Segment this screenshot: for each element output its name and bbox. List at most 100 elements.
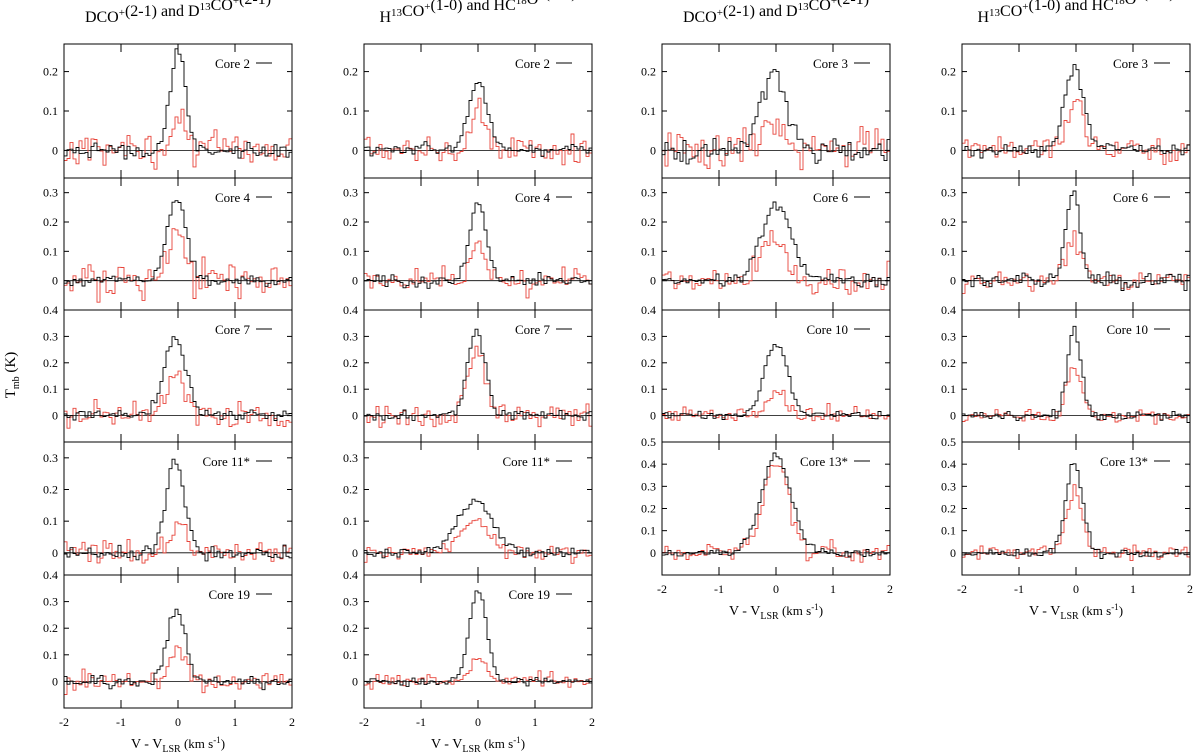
spectrum-panel: 0 0.1 0.2 0.3 Core 6 (941, 177, 1191, 311)
column-title-part: 18 (1114, 0, 1126, 7)
column-title-part: + (831, 0, 837, 7)
y-tick-label: 0 (352, 409, 358, 423)
y-tick-label: 0.4 (641, 303, 656, 317)
column-title: DCO+(2-1) and D13CO+(2-1) (85, 0, 271, 26)
y-tick-label: 0.3 (641, 479, 656, 493)
spectrum-panel: 0 0.1 0.2 0.3 0.4 Core 10 (641, 303, 891, 443)
y-tick-label: 0.1 (941, 104, 956, 118)
y-tick-label: 0 (52, 409, 58, 423)
isotopologue-spectrum (64, 370, 292, 429)
isotopologue-spectrum (64, 228, 292, 303)
column-title-part: (1-0) and HC (1028, 0, 1113, 14)
panel-frame (661, 441, 891, 576)
isotopologue-spectrum (662, 230, 890, 295)
column-title-part: (1-0) (545, 0, 577, 2)
x-tick-label: -1 (116, 715, 126, 729)
deuterated-spectrum (962, 463, 1190, 559)
deuterated-spectrum (962, 325, 1190, 423)
y-tick-label: 0.2 (343, 483, 358, 497)
column-title-part: CO (211, 0, 233, 14)
core-label: Core 6 (813, 190, 849, 205)
y-tick-label: 0.2 (641, 356, 656, 370)
column-title-part: 13 (798, 1, 810, 13)
spectrum-panel: 0 0.1 0.2 0.3 0.4 Core 10 (941, 303, 1191, 443)
core-label: Core 3 (813, 56, 848, 71)
column-title-part: (2-1) (837, 0, 869, 8)
x-axis-label: V - VLSR (km s-1) (131, 735, 225, 753)
deuterated-spectrum (364, 202, 592, 289)
deuterated-spectrum (662, 452, 890, 558)
y-tick-label: 0 (352, 274, 358, 288)
y-tick-label: 0.1 (343, 648, 358, 662)
x-axis-label-main: V - V (1029, 604, 1060, 619)
y-tick-label: 0.2 (941, 356, 956, 370)
column-title-part: + (1022, 1, 1028, 13)
x-axis-label-unit-end: ) (221, 736, 225, 751)
isotopologue-spectrum (962, 367, 1190, 425)
svg-text:Tmb (K): Tmb (K) (3, 352, 22, 399)
isotopologue-spectrum (662, 118, 890, 171)
y-tick-label: 0.1 (343, 514, 358, 528)
column-title-part: DCO (683, 9, 717, 26)
x-axis-label-unit-sup: -1 (513, 735, 521, 745)
core-label: Core 4 (215, 190, 251, 205)
deuterated-spectrum (962, 190, 1190, 291)
y-tick-label: 0.3 (43, 451, 58, 465)
x-axis-label: V - VLSR (km s-1) (1029, 602, 1123, 622)
y-tick-label: 0.3 (641, 186, 656, 200)
y-tick-label: 0.3 (941, 329, 956, 343)
y-tick-label: 0 (52, 546, 58, 560)
panel-frame (661, 309, 891, 443)
y-tick-label: 0.2 (343, 65, 358, 79)
core-label: Core 10 (806, 322, 848, 337)
column-title-part: (1-0) and HC (430, 0, 515, 14)
spectrum-panel: 0 0.1 0.2 0.3 0.4 0.5 Core 13* -2 -1 0 1 2 V - VLSR … (641, 435, 893, 622)
x-axis-label-unit-end: ) (819, 603, 823, 618)
core-label: Core 2 (515, 56, 550, 71)
x-axis-label-unit-sup: -1 (1111, 602, 1119, 612)
isotopologue-spectrum (64, 645, 292, 695)
y-axis-label: Tmb (K) (3, 352, 22, 399)
y-tick-label: 0.4 (43, 568, 58, 582)
deuterated-spectrum (64, 336, 292, 421)
x-axis-label-unit: (km s (481, 736, 514, 751)
x-tick-label: 1 (1130, 582, 1136, 596)
y-tick-label: 0.3 (43, 329, 58, 343)
column-title-part: (2-1) and D (723, 3, 798, 20)
panel-frame (63, 309, 293, 443)
y-tick-label: 0 (950, 143, 956, 157)
y-tick-label: 0 (52, 274, 58, 288)
y-tick-label: 0.3 (343, 595, 358, 609)
x-axis-label-main: V - V (131, 737, 162, 752)
y-tick-label: 0.3 (343, 186, 358, 200)
isotopologue-spectrum (364, 240, 592, 299)
deuterated-spectrum (364, 498, 592, 559)
isotopologue-spectrum (662, 389, 890, 422)
x-tick-label: 1 (232, 715, 238, 729)
column-title-part: + (424, 1, 430, 13)
x-axis-label-unit: (km s (779, 603, 812, 618)
y-tick-label: 0.3 (941, 186, 956, 200)
x-tick-label: 1 (830, 582, 836, 596)
spectrum-panel: 0 0.1 0.2 0.3 0.4 Core 7 (43, 303, 293, 443)
panel-frame (363, 177, 593, 311)
x-axis-label: V - VLSR (km s-1) (431, 735, 525, 753)
core-label: Core 11* (502, 454, 550, 469)
isotopologue-spectrum (364, 518, 592, 564)
panel-frame (63, 43, 293, 179)
spectrum-panel: 0 0.1 0.2 0.3 Core 4 (343, 177, 593, 311)
deuterated-spectrum (662, 69, 890, 165)
y-axis-label-main: T (3, 389, 19, 398)
x-axis-label-sub: LSR (462, 744, 481, 753)
column-title-part: + (233, 0, 239, 7)
x-tick-label: 0 (1073, 582, 1079, 596)
isotopologue-spectrum (364, 658, 592, 690)
y-tick-label: 0.1 (43, 382, 58, 396)
x-axis-label-sub: LSR (1060, 611, 1079, 622)
x-tick-label: 1 (532, 715, 538, 729)
panel-frame (63, 574, 293, 709)
isotopologue-spectrum (962, 230, 1190, 294)
